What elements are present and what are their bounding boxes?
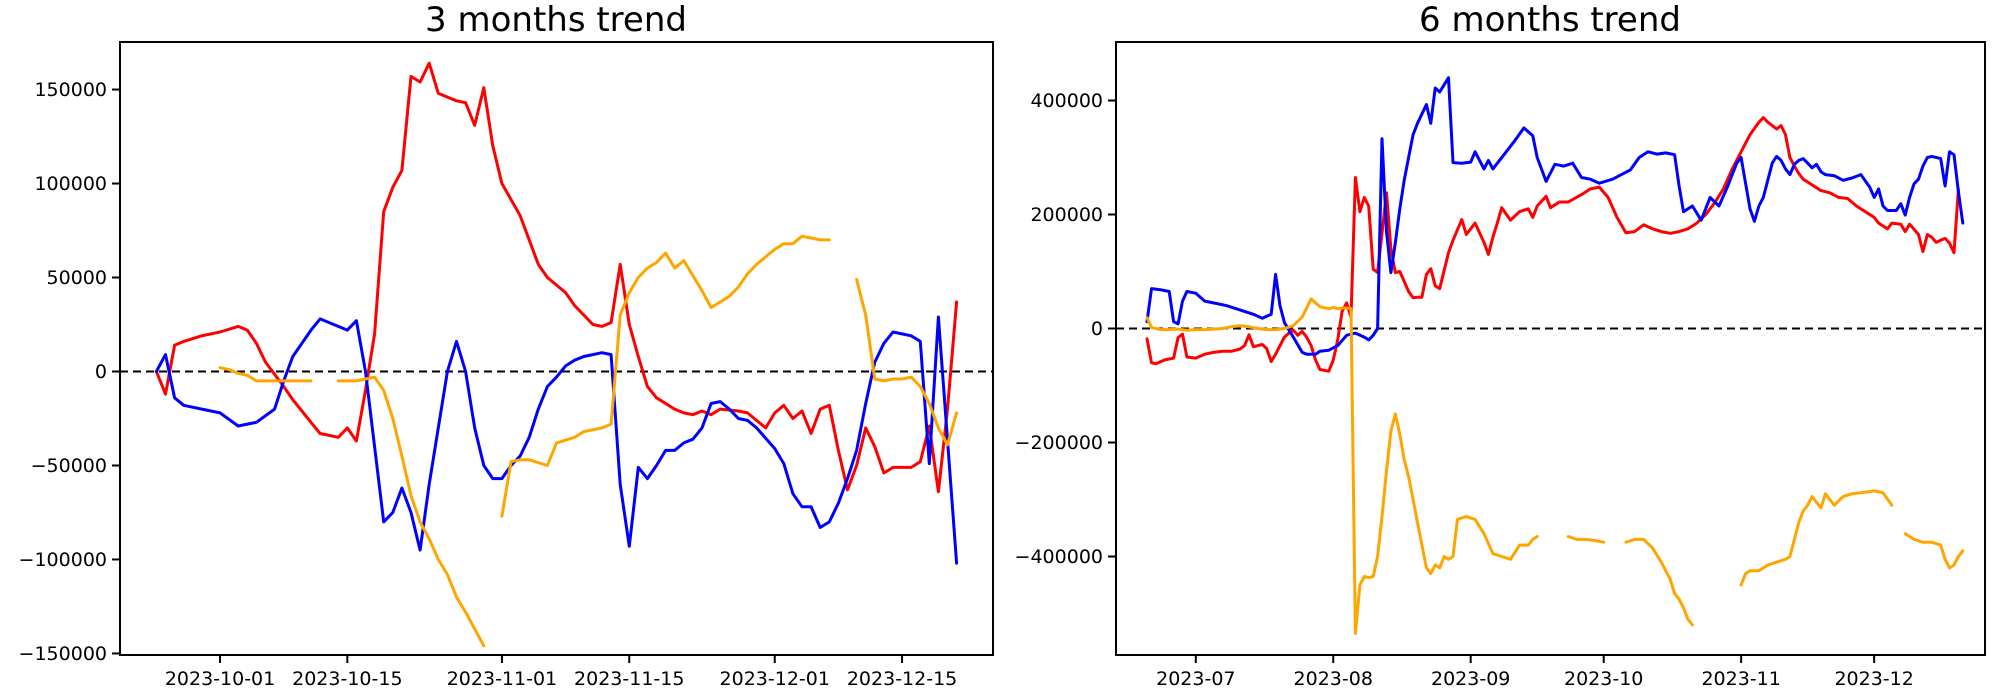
x-tick-label: 2023-11-15: [574, 668, 684, 690]
chart-title-6-months: 6 months trend: [1419, 0, 1681, 40]
y-tick-label: 0: [95, 361, 107, 383]
x-tick-label: 2023-09: [1431, 668, 1510, 690]
chart-3-months-trend: 150000 100000 50000 0 −50000 −100000 −150000 20…: [19, 41, 994, 690]
chart-title-3-months: 3 months trend: [425, 0, 687, 40]
y-tick-label: 50000: [47, 267, 107, 289]
x-tick-label: 2023-12-01: [720, 668, 830, 690]
y-tick-label: −400000: [1015, 546, 1103, 568]
y-tick-label: −100000: [19, 549, 107, 571]
y-tick-label: 100000: [34, 173, 107, 195]
orange-series-line: [218, 234, 959, 648]
blue-series-line: [1145, 76, 1965, 356]
x-tick-label: 2023-08: [1294, 668, 1373, 690]
x-tick-label: 2023-10: [1564, 668, 1643, 690]
y-tick-label: −200000: [1015, 432, 1103, 454]
y-tick-label: −50000: [31, 455, 107, 477]
blue-series-line: [154, 315, 959, 565]
x-tick-label: 2023-10-01: [165, 668, 275, 690]
y-tick-label: 150000: [34, 79, 107, 101]
y-tick-label: 200000: [1030, 204, 1103, 226]
x-tick-label: 2023-12-15: [847, 668, 957, 690]
x-tick-label: 2023-10-15: [292, 668, 402, 690]
x-tick-label: 2023-11: [1701, 668, 1780, 690]
chart-6-months-trend: 400000 200000 0 −200000 −400000 2023-07 2023-0…: [1015, 41, 1986, 690]
y-tick-label: 400000: [1030, 90, 1103, 112]
x-tick-label: 2023-07: [1156, 668, 1235, 690]
red-series-line: [1145, 116, 1960, 373]
plot-frame: [119, 41, 994, 656]
x-tick-label: 2023-12: [1834, 668, 1913, 690]
orange-series-line: [1145, 297, 1965, 635]
x-tick-label: 2023-11-01: [447, 668, 557, 690]
y-tick-label: −150000: [19, 643, 107, 665]
y-tick-label: 0: [1091, 318, 1103, 340]
red-series-line: [154, 61, 959, 494]
plot-frame: [1115, 41, 1986, 656]
